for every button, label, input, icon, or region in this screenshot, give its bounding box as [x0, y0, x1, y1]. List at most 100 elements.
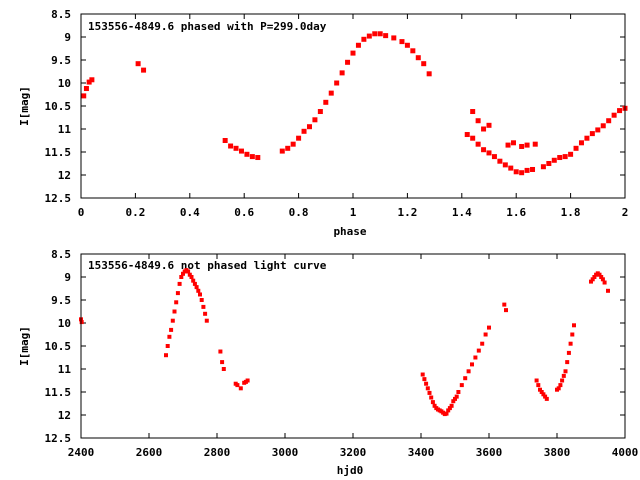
data-point: [481, 126, 487, 132]
data-point: [562, 154, 568, 160]
x-tick-label: 0.2: [125, 206, 145, 219]
data-point: [502, 162, 508, 168]
data-point: [475, 118, 481, 124]
x-tick-label: 3000: [272, 446, 299, 459]
data-point: [595, 127, 601, 133]
data-point: [600, 277, 605, 282]
y-tick-label: 12: [58, 409, 71, 422]
x-tick-label: 2800: [204, 446, 231, 459]
data-point: [602, 280, 607, 285]
data-point: [578, 140, 584, 146]
x-tick-label: 0.8: [289, 206, 309, 219]
data-point: [420, 372, 425, 377]
data-point: [238, 386, 243, 391]
data-point: [164, 353, 168, 358]
data-point: [463, 376, 468, 381]
data-point: [177, 281, 182, 286]
data-point: [513, 169, 519, 175]
data-point: [199, 298, 204, 302]
y-tick-label: 12: [58, 169, 71, 182]
x-tick-label: 3200: [340, 446, 367, 459]
data-point: [186, 269, 191, 274]
data-point: [179, 275, 184, 279]
y-tick-label: 10.5: [45, 340, 72, 353]
data-point: [194, 285, 199, 290]
data-point: [481, 147, 487, 153]
data-point: [167, 334, 172, 339]
data-point: [245, 378, 250, 383]
data-point: [504, 308, 508, 313]
y-tick-label: 11.5: [45, 146, 72, 159]
data-point: [372, 31, 378, 37]
data-point: [491, 154, 497, 160]
data-point: [201, 304, 206, 309]
data-point: [447, 406, 452, 411]
y-tick-label: 9: [64, 31, 71, 44]
data-point: [203, 311, 208, 316]
data-point: [187, 272, 192, 277]
data-point: [83, 86, 89, 92]
data-point: [204, 318, 209, 323]
data-point: [355, 42, 361, 48]
data-point: [89, 77, 95, 83]
plot-frame: [80, 13, 626, 199]
data-point: [175, 291, 180, 296]
data-point: [279, 148, 285, 154]
data-point: [422, 377, 427, 382]
x-tick-label: 2400: [68, 446, 95, 459]
data-point: [391, 35, 397, 41]
data-point: [290, 141, 296, 147]
data-point: [561, 373, 566, 378]
data-point: [415, 55, 421, 61]
data-point: [235, 383, 240, 388]
y-axis-label: I[mag]: [18, 86, 31, 126]
data-point: [519, 170, 525, 176]
data-point: [456, 390, 461, 394]
y-tick-label: 11: [58, 123, 72, 136]
data-point: [339, 70, 345, 76]
data-point: [446, 408, 451, 413]
data-point: [606, 288, 610, 293]
data-point: [79, 320, 84, 325]
data-point: [475, 141, 481, 147]
data-point: [530, 166, 536, 172]
data-point: [544, 396, 549, 401]
data-point: [524, 167, 530, 173]
x-tick-label: 3600: [476, 446, 503, 459]
data-point: [536, 383, 541, 388]
x-tick-label: 1: [350, 206, 357, 219]
data-point: [141, 67, 147, 73]
data-point: [165, 344, 170, 348]
data-point: [421, 61, 427, 67]
x-tick-label: 3800: [544, 446, 571, 459]
y-tick-label: 11.5: [45, 386, 72, 399]
data-point: [196, 288, 201, 293]
data-point: [430, 400, 435, 405]
x-tick-label: 1.2: [397, 206, 417, 219]
data-point: [541, 392, 546, 397]
x-tick-label: 0.4: [180, 206, 200, 219]
y-tick-label: 9.5: [51, 54, 71, 67]
data-point: [556, 386, 561, 391]
data-point: [565, 360, 570, 365]
data-point: [597, 272, 602, 277]
data-point: [86, 79, 92, 85]
x-tick-label: 1.8: [561, 206, 581, 219]
data-point: [589, 131, 595, 137]
data-point: [192, 281, 197, 286]
data-point: [505, 142, 511, 148]
x-tick-label: 1.4: [452, 206, 472, 219]
data-point: [81, 93, 87, 99]
x-tick-label: 2: [622, 206, 629, 219]
data-point: [285, 145, 291, 151]
y-tick-label: 8.5: [51, 8, 71, 21]
data-point: [470, 135, 476, 141]
y-tick-label: 10.5: [45, 100, 72, 113]
x-tick-label: 4000: [612, 446, 639, 459]
data-point: [599, 275, 604, 279]
data-point: [459, 383, 464, 388]
data-point: [306, 124, 312, 130]
x-tick-label: 0.6: [234, 206, 254, 219]
x-axis-label: hjd0: [337, 464, 364, 477]
